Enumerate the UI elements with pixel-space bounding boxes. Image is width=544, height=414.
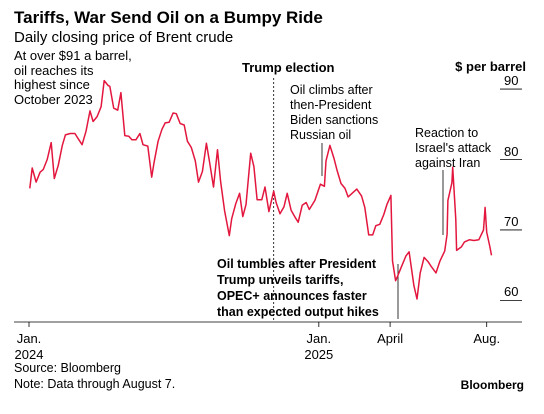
annotation-sanctions-line: then-President — [290, 98, 372, 112]
annotation-high-line: At over $91 a barrel, — [14, 48, 132, 63]
annotation-iran-line: Israel's attack — [415, 141, 492, 155]
annotation-sanctions: Oil climbs after then-President Biden sa… — [290, 83, 378, 143]
x-tick-label-line: Aug. — [473, 331, 501, 346]
chart-title: Tariffs, War Send Oil on a Bumpy Ride — [14, 8, 323, 27]
annotation-tariffs-line: Oil tumbles after President — [217, 257, 377, 271]
annotation-iran: Reaction to Israel's attack against Iran — [415, 126, 491, 171]
y-axis-unit-label: $ per barrel — [455, 59, 526, 74]
annotation-tariffs-line: OPEC+ announces faster — [217, 289, 367, 303]
annotation-high: At over $91 a barrel, oil reaches its hi… — [14, 48, 132, 107]
annotation-sanctions-line: Oil climbs after — [290, 83, 373, 97]
x-tick-label-line: Jan. — [306, 331, 332, 346]
event-label-trump-election: Trump election — [242, 60, 335, 75]
annotation-high-line: oil reaches its — [14, 62, 94, 78]
bloomberg-logo-text: Bloomberg — [460, 378, 524, 392]
x-tick-label-aug: Aug. — [473, 331, 500, 347]
gridlines — [14, 88, 522, 323]
x-tick-label-line: 2025 — [304, 347, 334, 362]
annotation-sanctions-line: Biden sanctions — [290, 113, 379, 127]
source-note: Source: Bloomberg — [14, 361, 122, 375]
data-note: Note: Data through August 7. — [14, 377, 176, 391]
annotation-iran-line: against Iran — [415, 156, 481, 170]
y-tick-label: 70 — [504, 213, 519, 229]
y-tick-label: 90 — [504, 73, 519, 89]
x-tick-label-jan-2025: Jan. 2025 — [304, 331, 333, 363]
x-tick-label-line: 2024 — [14, 347, 44, 362]
annotation-tariffs: Oil tumbles after President Trump unveil… — [217, 256, 379, 320]
x-tick-label-line: Jan. — [16, 331, 42, 346]
y-tick-label: 60 — [504, 284, 519, 300]
chart-subtitle: Daily closing price of Brent crude — [14, 29, 234, 46]
annotation-tariffs-line: Trump unveils tariffs, — [217, 273, 344, 287]
x-tick-marks — [28, 322, 488, 327]
x-tick-label-jan-2024: Jan. 2024 — [15, 331, 44, 363]
annotation-high-line: October 2023 — [14, 91, 93, 107]
annotation-iran-line: Reaction to — [415, 126, 479, 140]
annotation-sanctions-line: Russian oil — [290, 128, 352, 142]
x-tick-label-april: April — [377, 331, 403, 347]
annotation-high-line: highest since — [14, 77, 90, 92]
brent-price-line — [29, 79, 493, 300]
annotation-tariffs-line: than expected output hikes — [217, 305, 379, 319]
x-tick-label-line: April — [377, 331, 404, 346]
y-tick-label: 80 — [504, 143, 519, 159]
series-layer — [29, 79, 493, 300]
